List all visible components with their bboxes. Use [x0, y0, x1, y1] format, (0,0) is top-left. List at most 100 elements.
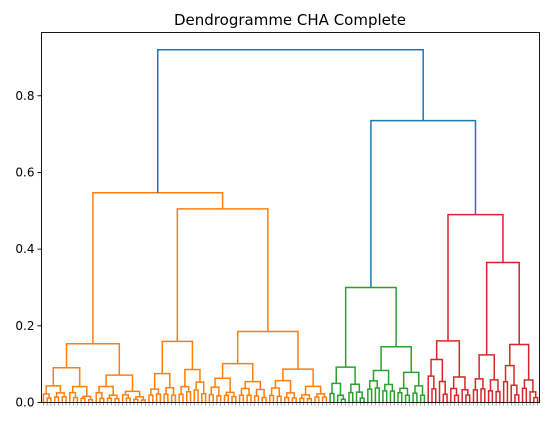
dendrogram-link	[489, 379, 499, 392]
dendrogram-link	[238, 394, 245, 403]
dendrogram-link	[472, 389, 478, 403]
dendrogram-link	[502, 380, 509, 403]
dendrogram-link	[384, 383, 394, 392]
dendrogram-link	[221, 362, 254, 382]
dendrogram-link	[450, 387, 458, 403]
dendrogram-link	[55, 392, 65, 398]
chart-title: Dendrogramme CHA Complete	[174, 11, 406, 29]
dendrogram-link	[529, 391, 537, 403]
dendrogram-link	[495, 390, 501, 403]
dendrogram-link	[438, 380, 446, 403]
dendrogram-link	[133, 398, 139, 403]
dendrogram-link	[399, 387, 409, 396]
y-tick-label: 0.0	[15, 396, 34, 410]
dendrogram-link	[114, 397, 120, 403]
dendrogram-link	[372, 369, 390, 385]
dendrogram-link	[431, 388, 437, 403]
dendrogram-link	[404, 394, 411, 403]
y-tick-label: 0.8	[15, 89, 34, 103]
dendrogram-link	[382, 390, 388, 403]
dendrogram-link	[82, 395, 92, 400]
dendrogram-link	[53, 396, 60, 403]
dendrogram-link	[355, 391, 363, 403]
dendrogram-link	[99, 397, 105, 403]
dendrogram-link	[367, 388, 373, 403]
leaf-labels	[43, 402, 538, 406]
dendrogram-link	[274, 379, 292, 393]
dendrogram-link	[176, 208, 269, 342]
dendrogram-link	[184, 368, 201, 387]
dendrogram-link	[125, 397, 131, 403]
dendrogram-link	[419, 394, 426, 403]
dendrogram-link	[124, 390, 141, 397]
dendrogram-link	[331, 382, 342, 396]
dendrogram-link	[430, 358, 444, 382]
dendrogram-link	[523, 379, 534, 392]
dendrogram-link	[208, 393, 214, 403]
dendrogram-link	[452, 376, 466, 390]
dendrogram-link	[301, 394, 311, 399]
dendrogram-link	[321, 396, 328, 403]
dendrogram-link-root	[156, 49, 424, 193]
dendrogram-link	[178, 393, 184, 403]
dendrogram-link	[261, 396, 267, 403]
dendrogram-link	[69, 391, 77, 403]
dendrogram-link	[255, 388, 265, 398]
dendrogram-link	[487, 390, 494, 403]
dendrogram-link	[236, 330, 299, 370]
dendrogram-link	[478, 354, 495, 380]
dendrogram-link	[304, 385, 322, 395]
dendrogram-link	[223, 394, 229, 403]
dendrogram-link	[121, 394, 130, 403]
dendrogram-link	[87, 398, 94, 403]
dendrogram-link	[46, 397, 52, 403]
dendrogram-link	[71, 385, 88, 397]
dendrogram-link	[340, 398, 346, 403]
dendrogram-link	[299, 397, 305, 403]
dendrogram-link	[374, 387, 380, 403]
dendrogram-link	[504, 364, 515, 386]
dendrogram-link	[514, 394, 520, 403]
y-tick-label: 0.6	[15, 165, 34, 179]
dendrogram-link	[105, 374, 134, 392]
dendrogram-link	[474, 378, 484, 390]
dendrogram-link	[135, 396, 145, 400]
dendrogram-link	[170, 394, 177, 403]
dendrogram-link	[282, 368, 314, 387]
dendrogram-link	[244, 380, 262, 390]
dendrogram-link	[52, 367, 81, 387]
dendrogram-link	[314, 396, 320, 403]
dendrogram-link	[106, 397, 113, 403]
dendrogram-link	[414, 385, 424, 396]
dendrogram-link	[453, 394, 460, 403]
dendrogram-link	[412, 392, 418, 403]
dendrogram-link	[216, 395, 222, 403]
dendrogram-link	[269, 394, 275, 403]
dendrogram-link	[270, 387, 280, 397]
dendrogram-link	[240, 387, 250, 396]
y-axis: 0.0 0.2 0.4 0.6 0.8	[15, 89, 42, 410]
dendrogram-link	[210, 386, 220, 396]
dendrogram-link	[329, 392, 335, 403]
dendrogram-link	[284, 396, 290, 403]
dendrogram-link	[61, 396, 67, 403]
dendrogram-link	[291, 397, 297, 403]
dendrogram-link	[359, 397, 365, 403]
y-tick-label: 0.2	[15, 319, 34, 333]
dendrogram-link	[163, 393, 169, 403]
dendrogram-link	[380, 345, 412, 373]
dendrogram-link	[336, 394, 345, 403]
dendrogram-link-upper	[370, 119, 477, 288]
dendrogram-link	[225, 391, 235, 397]
dendrogram-link	[397, 391, 403, 403]
dendrogram-link	[80, 397, 86, 403]
dendrogram-link	[348, 391, 354, 403]
dendrogram-link	[193, 389, 199, 403]
dendrogram-link	[65, 342, 121, 376]
dendrogram-link	[165, 387, 175, 396]
dendrogram-link	[402, 371, 420, 389]
dendrogram-link	[285, 392, 296, 399]
dendrogram-link	[276, 395, 282, 403]
